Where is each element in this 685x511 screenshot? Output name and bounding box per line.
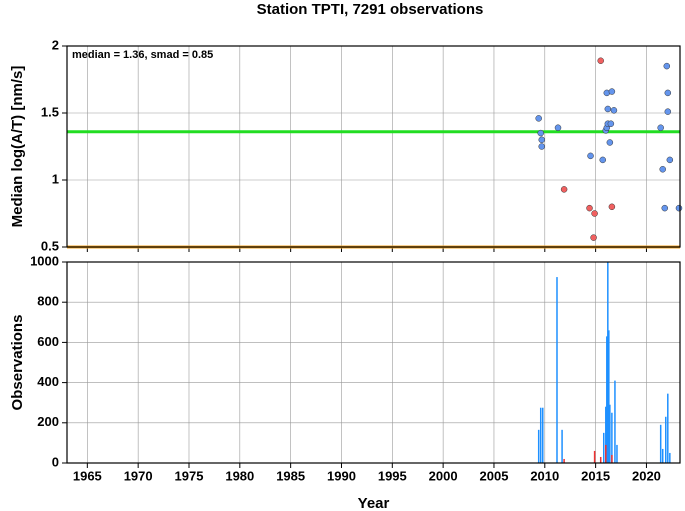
bar <box>542 407 544 463</box>
y-tick-label: 0.5 <box>41 238 59 253</box>
x-axis-label: Year <box>358 495 390 511</box>
point <box>590 234 597 241</box>
point <box>657 124 664 131</box>
point <box>661 204 669 212</box>
bar <box>667 393 669 463</box>
bar <box>606 336 608 463</box>
plot-frame <box>66 45 681 248</box>
bar <box>561 429 563 463</box>
bar <box>611 412 613 463</box>
bar <box>563 458 565 463</box>
point <box>675 204 683 212</box>
y-tick-label: 0 <box>52 454 59 469</box>
bar <box>605 444 607 463</box>
point <box>610 107 618 114</box>
x-tick-label: 1965 <box>73 468 102 483</box>
x-tick-label: 1970 <box>124 468 153 483</box>
bar <box>539 407 542 463</box>
bar <box>611 454 613 463</box>
bar <box>593 450 596 463</box>
y-tick-label: 600 <box>37 334 59 349</box>
y-tick-label: 2 <box>52 37 59 52</box>
point <box>663 62 671 70</box>
bar <box>608 330 610 463</box>
x-tick-label: 1985 <box>276 468 305 483</box>
bar <box>614 380 616 463</box>
bar <box>665 416 667 463</box>
point <box>608 203 616 211</box>
annotation: median = 1.36, smad = 0.85 <box>72 49 213 61</box>
y-tick-label: 1.5 <box>41 104 59 119</box>
y-tick-label: 1000 <box>30 253 59 268</box>
y-axis-label: Median log(A/T) [nm/s] <box>9 66 26 228</box>
bar <box>605 406 607 463</box>
x-tick-label: 2015 <box>581 468 610 483</box>
x-tick-label: 1990 <box>327 468 356 483</box>
point <box>535 115 542 122</box>
bar <box>599 456 602 463</box>
point <box>597 57 604 64</box>
point <box>599 156 606 164</box>
x-tick-label: 2000 <box>429 468 458 483</box>
point <box>587 152 594 160</box>
point <box>554 124 562 131</box>
x-tick-label: 2010 <box>530 468 559 483</box>
point <box>666 156 674 164</box>
point <box>607 120 615 127</box>
x-tick-label: 1980 <box>225 468 254 483</box>
y-tick-label: 200 <box>37 414 59 429</box>
bar <box>609 404 611 463</box>
point <box>586 204 593 212</box>
bar <box>669 452 671 463</box>
y-tick-label: 400 <box>37 374 59 389</box>
bar <box>537 429 540 463</box>
point <box>538 136 545 144</box>
bar <box>659 424 662 463</box>
point <box>608 88 616 95</box>
point <box>664 108 672 115</box>
y-tick-label: 1 <box>52 171 59 186</box>
point <box>606 139 614 146</box>
x-tick-label: 2005 <box>480 468 509 483</box>
bar <box>607 262 609 463</box>
x-tick-label: 1995 <box>378 468 407 483</box>
point <box>659 166 666 173</box>
bar <box>661 448 664 463</box>
bar <box>556 277 558 463</box>
bar <box>616 444 618 463</box>
point <box>604 105 612 113</box>
plot-frame <box>66 261 681 464</box>
chart-title: Station TPTI, 7291 observations <box>257 1 484 18</box>
y-axis-label: Observations <box>9 315 26 411</box>
point <box>664 89 672 97</box>
point <box>560 186 568 193</box>
bar <box>603 432 605 463</box>
point <box>537 129 544 137</box>
point <box>538 143 545 150</box>
x-tick-label: 1975 <box>175 468 204 483</box>
y-tick-label: 800 <box>37 294 59 309</box>
point <box>591 210 598 217</box>
x-tick-label: 2020 <box>632 468 661 483</box>
